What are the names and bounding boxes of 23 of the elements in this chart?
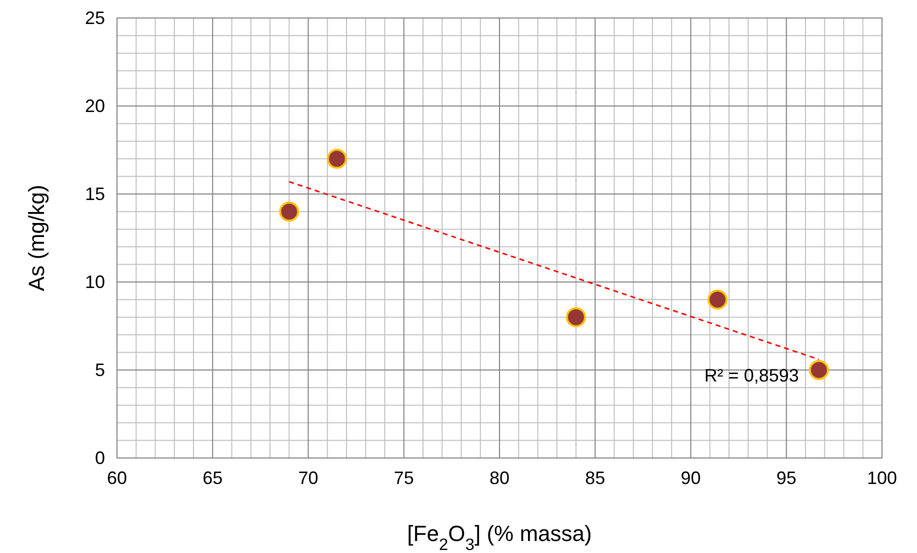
point xyxy=(566,307,586,328)
y-tick-label: 5 xyxy=(94,360,105,380)
y-tick-label: 20 xyxy=(84,96,105,116)
x-tick-label: 95 xyxy=(776,468,796,488)
x-tick-label: 70 xyxy=(298,468,318,488)
x-tick-label: 90 xyxy=(680,468,701,488)
x-tick-label: 100 xyxy=(866,468,898,488)
annotation: R² = 0,8593 xyxy=(704,365,799,386)
point xyxy=(808,360,829,380)
x-tick-label: 80 xyxy=(489,468,510,488)
y-tick-label: 10 xyxy=(84,272,105,292)
x-tick-label: 75 xyxy=(394,468,414,488)
y-axis-title: As (mg/kg) xyxy=(24,184,49,292)
y-tick-label: 25 xyxy=(84,8,105,28)
point xyxy=(279,202,300,222)
y-tick-label: 0 xyxy=(94,448,105,468)
y-tick-label: 15 xyxy=(84,184,105,204)
x-tick-label: 85 xyxy=(585,468,606,488)
x-axis-title: [Fe$_{2}$O$_{3}$] (% massa) xyxy=(407,521,592,553)
x-tick-label: 60 xyxy=(106,468,128,488)
point xyxy=(326,148,347,169)
x-tick-label: 65 xyxy=(202,468,223,488)
point xyxy=(708,290,728,310)
